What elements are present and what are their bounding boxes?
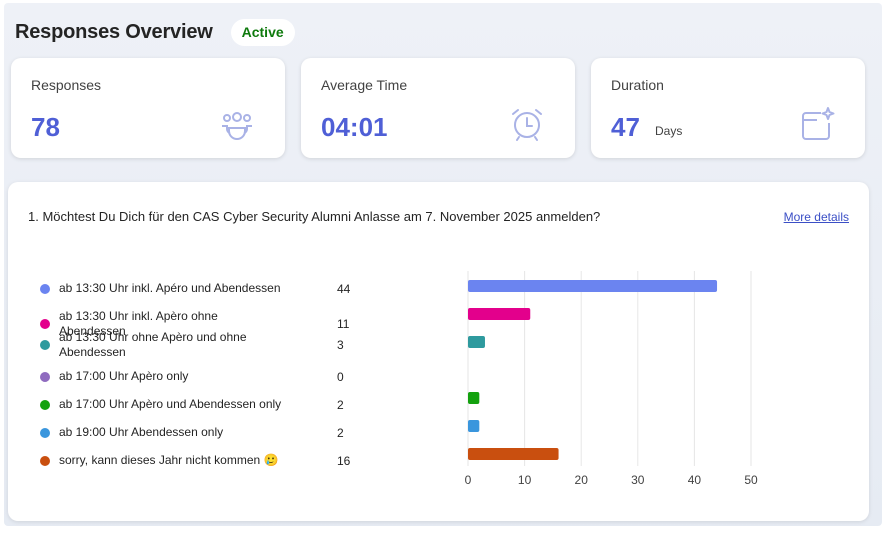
- bar[interactable]: [468, 392, 480, 404]
- page-header: Responses Overview Active: [15, 18, 295, 46]
- legend-item: ab 17:00 Uhr Apèro only 0: [40, 369, 360, 384]
- bar[interactable]: [468, 336, 485, 348]
- legend-label: ab 19:00 Uhr Abendessen only: [59, 425, 224, 439]
- legend-count: 2: [337, 425, 344, 440]
- legend-item: ab 13:30 Uhr ohne Apèro und ohne Abendes…: [40, 330, 360, 360]
- x-tick-label: 30: [631, 473, 645, 487]
- stat-card-average-time: Average Time 04:01: [301, 58, 575, 158]
- stat-value: 04:01: [321, 112, 388, 142]
- calendar-sparkle-icon: [802, 107, 835, 140]
- legend-count: 3: [337, 338, 344, 352]
- legend-dot: [40, 283, 50, 294]
- bar[interactable]: [468, 308, 531, 320]
- legend-label: sorry, kann dieses Jahr nicht kommen 🥲: [59, 453, 279, 467]
- page-title: Responses Overview: [15, 20, 213, 43]
- legend-count: 2: [337, 397, 344, 412]
- stat-card-responses: Responses 78: [11, 58, 285, 158]
- question-title: 1. Möchtest Du Dich für den CAS Cyber Se…: [28, 209, 601, 224]
- stat-value: 47: [611, 112, 640, 142]
- stat-label: Average Time: [321, 77, 408, 93]
- status-badge: Active: [230, 18, 295, 46]
- legend-count: 0: [337, 369, 344, 384]
- legend-item: ab 17:00 Uhr Apèro und Abendessen only 2: [40, 397, 360, 412]
- stat-label: Responses: [31, 77, 102, 93]
- legend-dot: [40, 371, 50, 382]
- bar-chart: 0 10 20 30 40 50: [465, 271, 758, 487]
- legend-label: ab 17:00 Uhr Apèro only: [59, 369, 189, 383]
- bar[interactable]: [468, 280, 718, 292]
- legend-label: ab 17:00 Uhr Apèro und Abendessen only: [59, 397, 282, 411]
- alarm-clock-icon: [512, 109, 542, 141]
- bar[interactable]: [468, 448, 559, 460]
- x-tick-label: 50: [744, 473, 758, 487]
- more-details-link[interactable]: More details: [783, 210, 849, 224]
- legend-dot: [40, 319, 50, 329]
- legend-count: 44: [337, 281, 351, 296]
- legend-dot: [40, 399, 50, 410]
- stat-card-duration: Duration 47 Days: [591, 58, 865, 158]
- legend-label: ab 13:30 Uhr inkl. Apéro und Abendessen: [59, 281, 281, 295]
- x-tick-label: 10: [518, 473, 532, 487]
- x-tick-label: 40: [688, 473, 702, 487]
- legend-dot: [40, 427, 50, 438]
- legend-item: sorry, kann dieses Jahr nicht kommen 🥲 16: [40, 453, 360, 468]
- x-tick-label: 0: [465, 473, 472, 487]
- x-tick-label: 20: [575, 473, 589, 487]
- legend-item: ab 13:30 Uhr inkl. Apéro und Abendessen 4…: [40, 281, 360, 296]
- legend-count: 16: [337, 453, 351, 468]
- legend-label: ab 13:30 Uhr ohne Apèro und ohne Abendes…: [59, 330, 247, 359]
- question-card: 1. Möchtest Du Dich für den CAS Cyber Se…: [8, 182, 869, 521]
- legend-count: 11: [337, 317, 350, 331]
- legend-item: ab 19:00 Uhr Abendessen only 2: [40, 425, 360, 440]
- stat-unit: Days: [655, 124, 683, 138]
- people-group-icon: [222, 112, 252, 140]
- stat-label: Duration: [611, 77, 664, 93]
- legend-dot: [40, 455, 50, 466]
- bar[interactable]: [468, 420, 480, 432]
- legend-label: ab 13:30 Uhr inkl. Apèro ohne Abendessen: [59, 309, 218, 338]
- stat-value: 78: [31, 112, 60, 142]
- legend-dot: [40, 340, 50, 350]
- legend-item: ab 13:30 Uhr inkl. Apèro ohne Abendessen…: [40, 309, 360, 339]
